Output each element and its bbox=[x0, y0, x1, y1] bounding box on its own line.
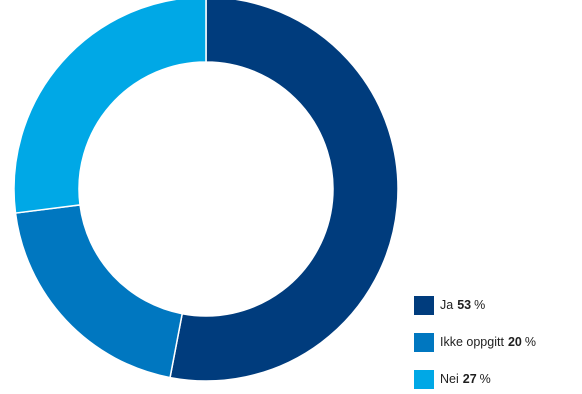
legend-unit-nei: % bbox=[479, 372, 491, 386]
legend-label-nei: Nei bbox=[440, 372, 459, 386]
legend-swatch-nei bbox=[414, 370, 434, 389]
legend-item-nei: Nei 27% bbox=[414, 370, 582, 389]
legend-swatch-ja bbox=[414, 296, 434, 315]
legend-text-ikke-oppgitt: Ikke oppgitt 20% bbox=[440, 333, 536, 352]
legend-text-ja: Ja 53% bbox=[440, 296, 485, 315]
legend-value-nei: 27 bbox=[462, 372, 477, 386]
donut-slice-nei bbox=[13, 0, 207, 214]
donut-slice-ikke-oppgitt bbox=[14, 204, 184, 379]
legend: Ja 53% Ikke oppgitt 20% Nei 27% bbox=[414, 296, 582, 389]
legend-label-ikke-oppgitt: Ikke oppgitt bbox=[440, 335, 504, 349]
legend-text-nei: Nei 27% bbox=[440, 370, 491, 389]
legend-unit-ja: % bbox=[474, 298, 486, 312]
legend-value-ja: 53 bbox=[457, 298, 472, 312]
legend-value-ikke-oppgitt: 20 bbox=[507, 335, 522, 349]
legend-label-ja: Ja bbox=[440, 298, 454, 312]
legend-unit-ikke-oppgitt: % bbox=[524, 335, 536, 349]
donut-slice-ja bbox=[169, 0, 399, 382]
legend-item-ja: Ja 53% bbox=[414, 296, 582, 315]
legend-item-ikke-oppgitt: Ikke oppgitt 20% bbox=[414, 333, 582, 352]
legend-swatch-ikke-oppgitt bbox=[414, 333, 434, 352]
